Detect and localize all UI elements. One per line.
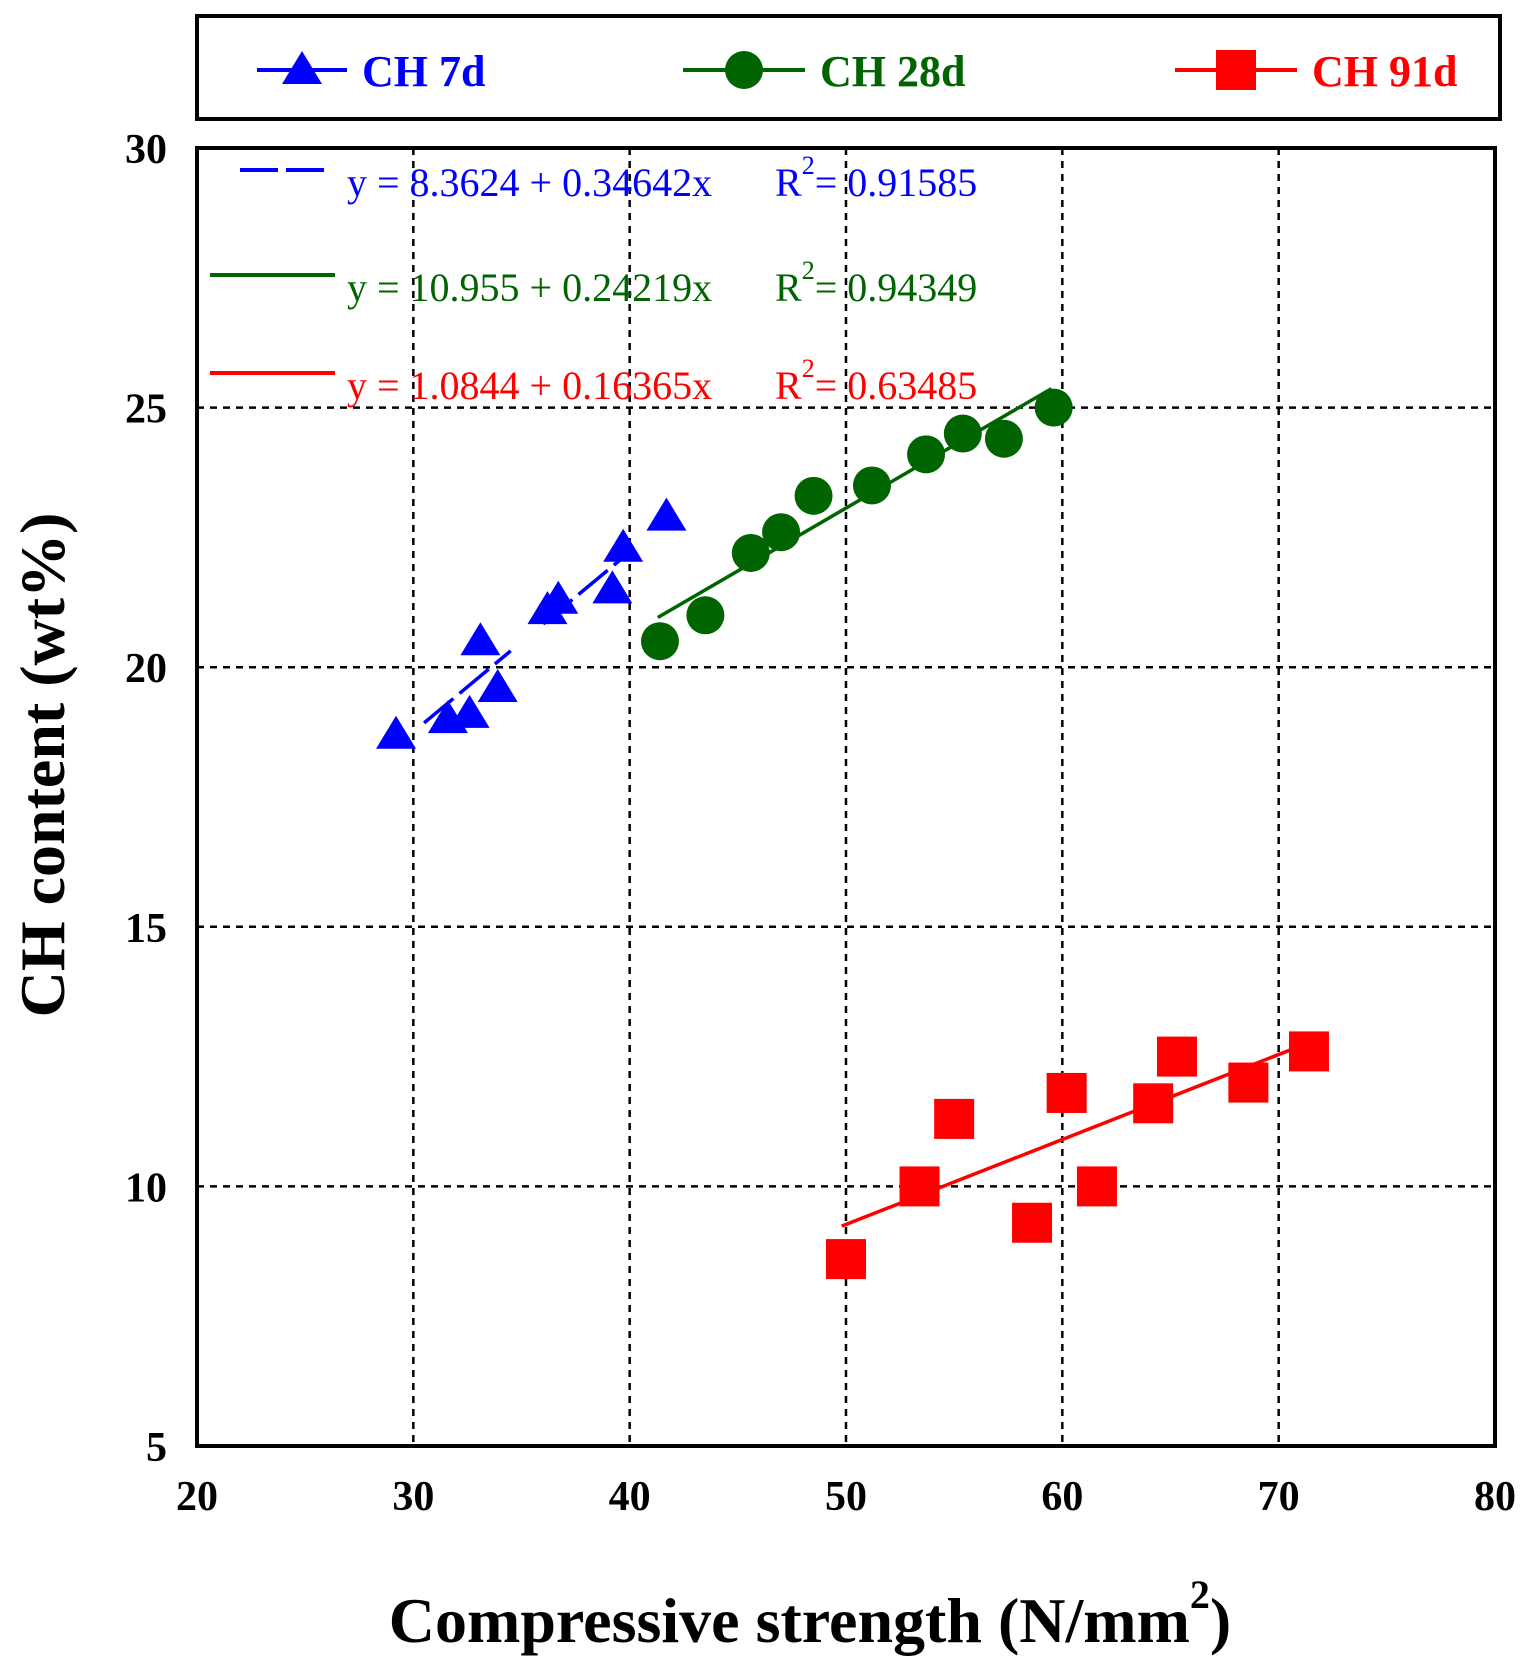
equation-formula: y = 10.955 + 0.24219x xyxy=(347,265,712,310)
equation-r-value: = 0.63485 xyxy=(815,363,978,408)
equation-r-sup: 2 xyxy=(802,151,815,180)
x-axis-title-main: Compressive strength (N/mm xyxy=(389,1585,1190,1656)
grid xyxy=(197,148,1495,1446)
point-ch-28d xyxy=(686,596,725,635)
fit-line-ch-7d xyxy=(423,649,512,725)
axis-ticks: 20 30 40 50 60 70 80 5 10 15 20 25 30 xyxy=(125,127,1516,1520)
y-tick-label: 5 xyxy=(146,1425,167,1471)
point-ch-91d xyxy=(934,1098,975,1139)
point-ch-28d xyxy=(1034,388,1073,427)
point-ch-7d xyxy=(592,570,633,604)
x-tick-label: 20 xyxy=(176,1474,218,1520)
legend-label-ch-91d: CH 91d xyxy=(1312,47,1457,96)
x-axis-title-end: ) xyxy=(1210,1585,1231,1656)
point-ch-28d xyxy=(731,533,770,572)
fit-line-ch-28d xyxy=(656,387,1053,620)
equation-r-value: = 0.91585 xyxy=(815,160,978,205)
point-ch-28d xyxy=(640,622,679,661)
x-tick-label: 60 xyxy=(1041,1474,1083,1520)
point-ch-7d xyxy=(460,622,501,656)
x-tick-label: 80 xyxy=(1474,1474,1516,1520)
legend-label-ch-7d: CH 7d xyxy=(362,47,485,96)
y-tick-label: 15 xyxy=(125,906,167,952)
fit-lines xyxy=(423,387,1312,1228)
x-tick-label: 70 xyxy=(1258,1474,1300,1520)
equation-r-label: R xyxy=(775,265,802,310)
legend-label-ch-28d: CH 28d xyxy=(820,47,965,96)
equation-ch-28d: y = 10.955 + 0.24219x R2= 0.94349 xyxy=(347,256,977,310)
point-ch-91d xyxy=(1133,1083,1174,1124)
point-ch-91d xyxy=(1228,1062,1269,1103)
point-ch-7d xyxy=(477,668,518,702)
point-ch-91d xyxy=(1288,1031,1329,1072)
point-ch-91d xyxy=(826,1239,866,1280)
equation-r-label: R xyxy=(775,363,802,408)
point-ch-91d xyxy=(1156,1036,1197,1077)
point-ch-28d xyxy=(794,476,833,515)
point-ch-28d xyxy=(943,414,982,453)
point-ch-28d xyxy=(852,466,891,505)
y-tick-label: 30 xyxy=(125,127,167,173)
equation-r-label: R xyxy=(775,160,802,205)
point-ch-7d xyxy=(646,497,687,531)
y-axis-title: CH content (wt%) xyxy=(7,513,78,1018)
data-points xyxy=(376,388,1329,1280)
x-tick-label: 50 xyxy=(825,1474,867,1520)
equation-r-value: = 0.94349 xyxy=(815,265,978,310)
point-ch-91d xyxy=(1012,1202,1053,1243)
x-tick-label: 30 xyxy=(392,1474,434,1520)
legend-marker-ch-91d xyxy=(1216,50,1256,90)
equation-formula: y = 1.0844 + 0.16365x xyxy=(347,363,712,408)
equation-ch-7d: y = 8.3624 + 0.34642x R2= 0.91585 xyxy=(347,151,977,205)
point-ch-28d xyxy=(762,513,801,552)
y-tick-label: 25 xyxy=(125,387,167,433)
point-ch-91d xyxy=(1076,1166,1117,1207)
legend: CH 7d CH 28d CH 91d xyxy=(195,14,1502,121)
equation-r-sup: 2 xyxy=(802,256,815,285)
point-ch-28d xyxy=(907,435,946,474)
x-axis-title: Compressive strength (N/mm2) xyxy=(389,1572,1231,1656)
point-ch-91d xyxy=(1046,1072,1087,1113)
legend-frame xyxy=(195,14,1502,121)
y-tick-label: 10 xyxy=(125,1165,167,1211)
point-ch-28d xyxy=(984,419,1023,458)
point-ch-91d xyxy=(899,1166,940,1207)
point-ch-7d xyxy=(376,715,417,749)
point-ch-7d xyxy=(603,528,644,562)
equation-r-sup: 2 xyxy=(802,354,815,383)
plot-frame xyxy=(195,146,1497,1448)
x-axis-title-sup: 2 xyxy=(1190,1572,1210,1617)
point-ch-7d xyxy=(449,694,490,728)
y-tick-label: 20 xyxy=(125,646,167,692)
point-ch-7d xyxy=(538,580,579,614)
legend-marker-ch-7d xyxy=(282,51,322,84)
equation-ch-91d: y = 1.0844 + 0.16365x R2= 0.63485 xyxy=(347,354,977,408)
legend-marker-ch-28d xyxy=(725,51,763,89)
x-tick-label: 40 xyxy=(609,1474,651,1520)
equation-formula: y = 8.3624 + 0.34642x xyxy=(347,160,712,205)
